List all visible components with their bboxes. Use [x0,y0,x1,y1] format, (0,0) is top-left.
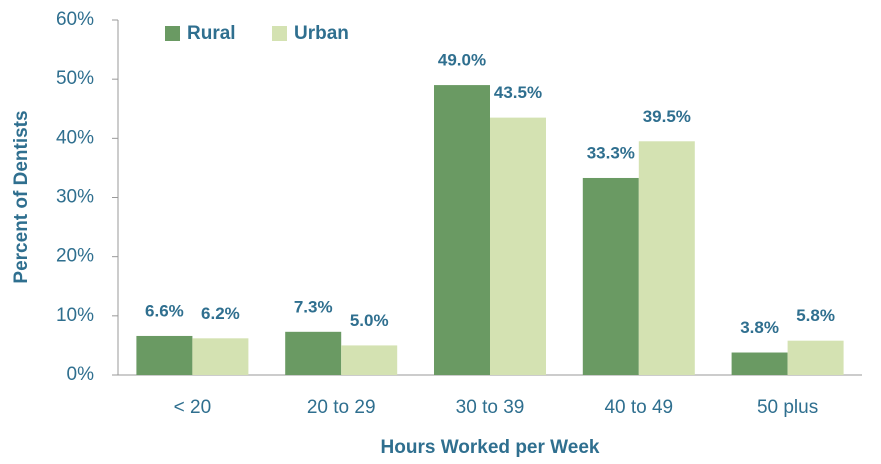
bar [341,345,398,375]
bar [136,335,193,375]
value-label: 33.3% [587,143,635,162]
x-tick-label: < 20 [174,397,212,418]
value-label: 39.5% [643,107,691,126]
y-tick-label: 10% [56,305,94,326]
legend-label: Urban [294,23,349,44]
x-axis-title: Hours Worked per Week [381,437,600,458]
bar [582,177,639,375]
y-tick-label: 20% [56,246,94,267]
value-label: 3.8% [740,318,779,337]
value-label: 5.8% [796,306,835,325]
x-tick-label: 30 to 39 [456,397,525,418]
bar [787,340,844,375]
value-label: 6.2% [201,304,240,323]
legend-label: Rural [187,23,236,44]
y-tick-label: 40% [56,127,94,148]
value-label: 7.3% [294,297,333,316]
value-label: 6.6% [145,301,184,320]
bar [434,85,490,375]
y-axis-title: Percent of Dentists [11,110,32,283]
y-tick-label: 50% [56,68,94,89]
x-tick-label: 40 to 49 [604,397,673,418]
legend-swatch [272,26,287,41]
x-tick-label: 50 plus [757,397,818,418]
bar [490,117,546,375]
value-label: 49.0% [438,51,486,70]
bar [638,141,695,375]
value-label: 5.0% [350,311,389,330]
y-tick-label: 0% [67,364,95,385]
bar [731,352,788,375]
x-tick-label: 20 to 29 [307,397,376,418]
legend-swatch [165,26,180,41]
y-tick-label: 60% [56,9,94,30]
bar [192,338,249,375]
bar [285,331,342,375]
value-label: 43.5% [494,83,542,102]
y-tick-label: 30% [56,187,94,208]
